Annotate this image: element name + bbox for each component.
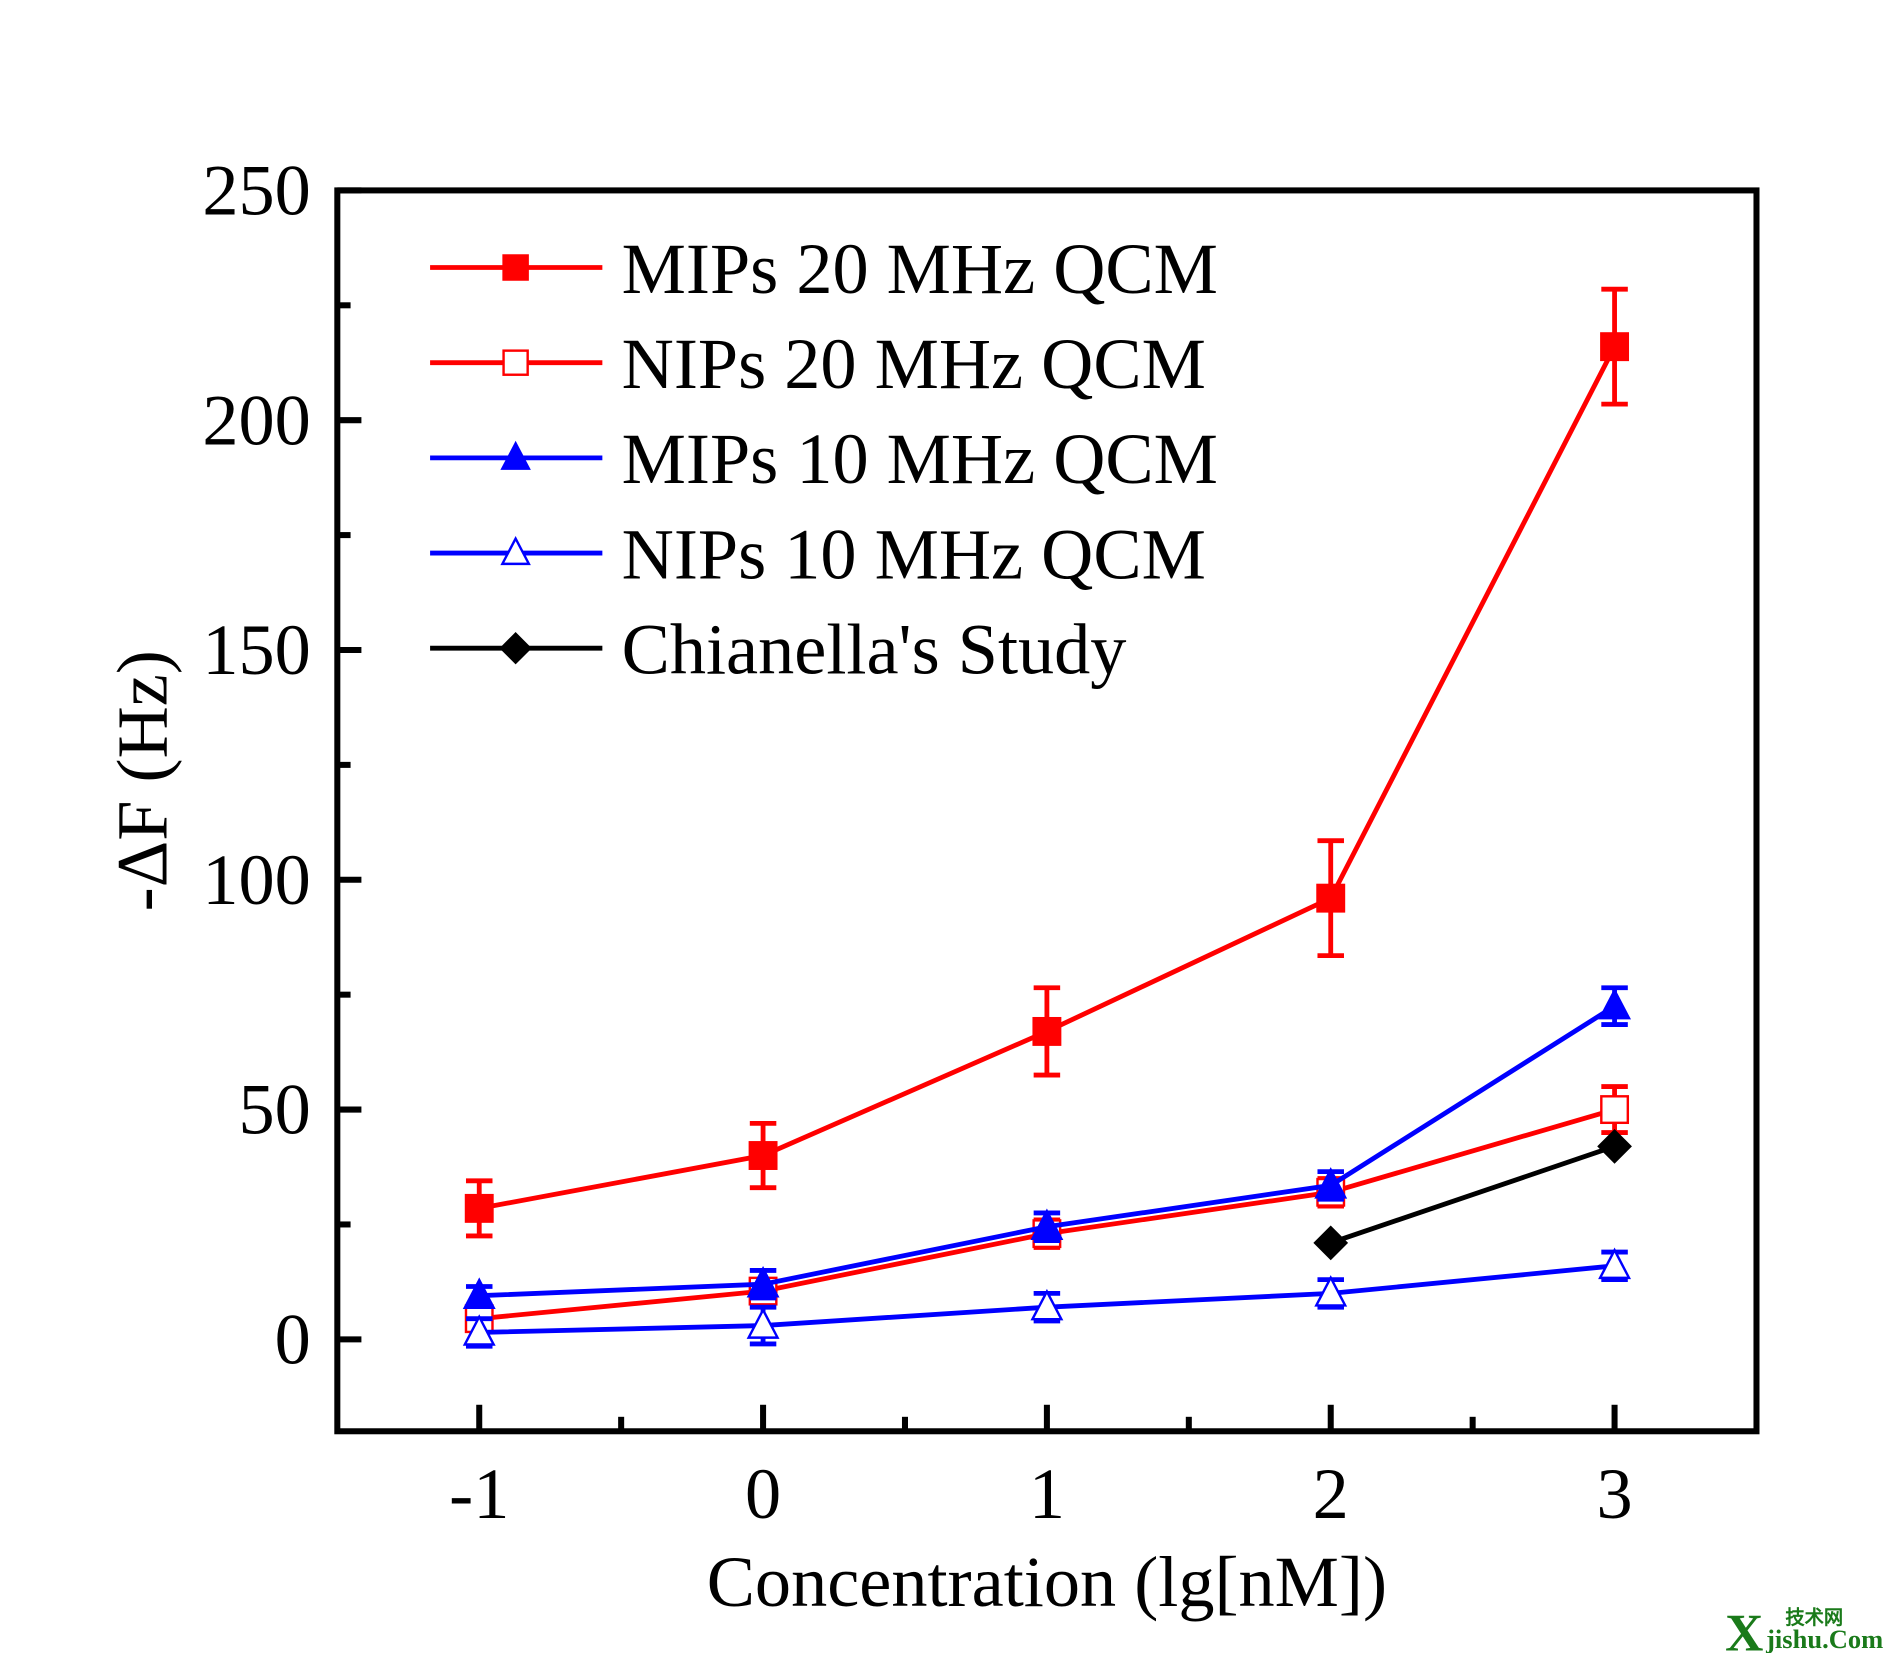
marker-square: [1032, 1016, 1062, 1046]
series-chianella-s-study: [1313, 1128, 1632, 1261]
watermark-cn: 技术网: [1785, 1606, 1843, 1629]
series-line: [1329, 1144, 1616, 1246]
marker-triangle: [1598, 987, 1632, 1020]
plot-marks: [462, 286, 1632, 1349]
watermark-letter: X: [1725, 1605, 1763, 1653]
watermark-text: jishu.Com: [1765, 1624, 1883, 1653]
marker-diamond: [1313, 1225, 1349, 1261]
legend-item: MIPs 20 MHz QCM: [430, 229, 1218, 309]
series-mips-10-mhz-qcm: [462, 985, 1632, 1309]
marker-triangle: [1314, 1275, 1348, 1307]
x-tick-label: 3: [1596, 1454, 1632, 1534]
marker-triangle: [462, 1314, 496, 1346]
y-tick-label: 0: [275, 1299, 311, 1379]
marker-square: [1600, 1095, 1630, 1125]
marker-square: [502, 254, 529, 281]
y-tick-label: 50: [239, 1070, 311, 1150]
marker-triangle: [500, 440, 531, 470]
marker-triangle: [462, 1277, 496, 1309]
legend-label: Chianella's Study: [622, 610, 1127, 690]
legend-item: Chianella's Study: [430, 610, 1126, 690]
legend-label: MIPs 20 MHz QCM: [622, 229, 1218, 309]
marker-square: [502, 349, 529, 376]
marker-triangle: [746, 1265, 780, 1298]
y-tick-label: 250: [202, 151, 310, 231]
legend-label: MIPs 10 MHz QCM: [622, 419, 1218, 499]
legend-label: NIPs 20 MHz QCM: [622, 324, 1206, 404]
x-tick-label: 1: [1029, 1454, 1065, 1534]
legend-label: NIPs 10 MHz QCM: [622, 514, 1206, 594]
y-tick-label: 150: [202, 610, 310, 690]
x-tick-label: 2: [1313, 1454, 1349, 1534]
legend: MIPs 20 MHz QCM NIPs 20 MHz QCM MIPs 10 MH…: [430, 229, 1218, 690]
marker-diamond: [1597, 1128, 1632, 1164]
x-tick-label: 0: [745, 1454, 781, 1534]
x-axis-label: Concentration (lg[nM]): [707, 1542, 1387, 1622]
y-tick-label: 100: [202, 840, 310, 920]
marker-square: [748, 1141, 778, 1170]
y-axis-label: -ΔF (Hz): [102, 650, 182, 911]
marker-square: [464, 1193, 494, 1223]
marker-square: [1600, 332, 1630, 362]
marker-triangle: [500, 535, 531, 566]
marker-square: [1316, 883, 1346, 913]
legend-item: MIPs 10 MHz QCM: [430, 419, 1218, 499]
axes: 0 50 100 150 200 250 -1 0 1 2 3: [202, 151, 1632, 1535]
marker-triangle: [1598, 1247, 1632, 1280]
marker-diamond: [499, 632, 532, 665]
y-tick-label: 200: [202, 380, 310, 460]
marker-triangle: [1314, 1167, 1348, 1199]
marker-triangle: [1030, 1288, 1064, 1321]
legend-item: NIPs 10 MHz QCM: [430, 514, 1206, 594]
marker-triangle: [746, 1307, 780, 1339]
legend-item: NIPs 20 MHz QCM: [430, 324, 1206, 404]
series-nips-10-mhz-qcm: [462, 1247, 1632, 1349]
marker-triangle: [1030, 1208, 1064, 1241]
x-tick-label: -1: [449, 1454, 509, 1534]
watermark-logo: X 技术网 jishu.Com: [1725, 1605, 1883, 1653]
series-mips-20-mhz-qcm: [464, 286, 1630, 1239]
